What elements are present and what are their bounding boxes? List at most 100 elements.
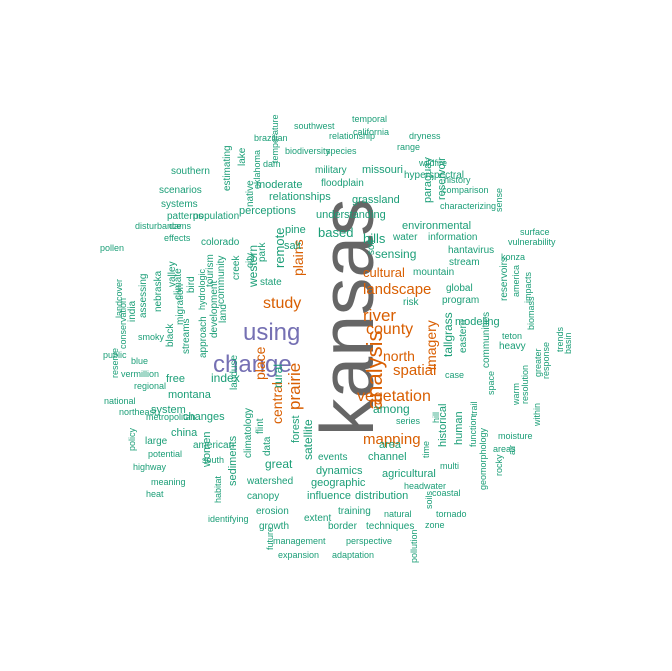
cloud-word: changes	[183, 411, 225, 423]
cloud-word: vegetation	[357, 388, 431, 405]
cloud-word: lake	[237, 147, 248, 166]
cloud-word: data	[262, 436, 273, 456]
cloud-word: vulnerability	[508, 237, 556, 247]
cloud-word: pollution	[409, 529, 419, 563]
cloud-word: military	[315, 165, 347, 176]
cloud-word: techniques	[366, 521, 415, 532]
cloud-word: using	[243, 319, 301, 346]
cloud-word: salt	[284, 240, 302, 252]
cloud-word: mapping	[363, 431, 421, 448]
cloud-word: konza	[501, 252, 526, 262]
cloud-word: park	[257, 242, 268, 262]
cloud-word: sensing	[375, 247, 417, 261]
cloud-word: history	[444, 175, 471, 185]
cloud-word: america	[511, 264, 521, 297]
cloud-word: hydrologic	[197, 268, 207, 310]
cloud-word: scenarios	[159, 185, 202, 196]
cloud-word: comparison	[442, 185, 489, 195]
cloud-word: expansion	[278, 550, 320, 560]
cloud-word: mountain	[413, 267, 455, 278]
cloud-word: central	[269, 381, 285, 424]
cloud-word: perspective	[346, 536, 393, 546]
cloud-word: metropolitan	[146, 412, 196, 422]
cloud-word: streams	[181, 318, 192, 354]
cloud-word: public	[103, 350, 127, 360]
cloud-word: historical	[437, 403, 449, 447]
cloud-word: information	[428, 232, 478, 243]
cloud-word: south	[202, 455, 225, 465]
cloud-word: growth	[259, 521, 290, 532]
cloud-word: approach	[198, 316, 209, 358]
cloud-word: heat	[146, 489, 164, 499]
cloud-word: function	[468, 415, 478, 447]
cloud-word: relationship	[329, 131, 376, 141]
cloud-word: nebraska	[153, 270, 164, 312]
cloud-word: prairie	[285, 362, 304, 410]
cloud-word: case	[445, 370, 465, 380]
cloud-word: patterns	[167, 211, 204, 222]
cloud-word: agricultural	[382, 468, 436, 480]
cloud-word: species	[326, 146, 357, 156]
cloud-word: space	[486, 370, 496, 395]
cloud-word: northeast	[119, 407, 157, 417]
cloud-word: great	[265, 457, 293, 471]
cloud-word: free	[166, 373, 185, 385]
cloud-word: heavy	[499, 341, 526, 352]
cloud-word: smoky	[138, 332, 165, 342]
cloud-word: regional	[134, 381, 167, 391]
cloud-word: system	[151, 404, 186, 416]
cloud-word: channel	[368, 451, 407, 463]
cloud-word: adaptation	[332, 550, 375, 560]
cloud-word: water	[393, 232, 418, 243]
cloud-word: women	[201, 431, 213, 467]
cloud-word: india	[127, 300, 138, 322]
cloud-word: hantavirus	[448, 245, 495, 256]
cloud-word: geomorphology	[478, 427, 488, 490]
cloud-word: creek	[231, 255, 242, 280]
cloud-word: training	[338, 506, 371, 517]
cloud-word: zone	[425, 520, 445, 530]
cloud-word: county	[366, 321, 414, 338]
cloud-word: forest	[290, 415, 302, 443]
cloud-word: reservoirs	[499, 257, 510, 301]
cloud-word: coastal	[432, 488, 461, 498]
cloud-word: floodplain	[321, 178, 364, 189]
cloud-word: land	[218, 304, 229, 323]
cloud-word: missouri	[362, 164, 403, 176]
cloud-word: natural	[384, 509, 412, 519]
cloud-word: american	[193, 440, 235, 451]
cloud-word: conservation	[118, 297, 128, 349]
cloud-word: erosion	[256, 506, 289, 517]
cloud-word: bird	[186, 276, 197, 293]
cloud-word: montana	[168, 389, 211, 401]
cloud-word: response	[541, 341, 551, 379]
cloud-word: black	[165, 323, 176, 347]
cloud-word: events	[318, 452, 348, 463]
cloud-word: meaning	[151, 477, 186, 487]
cloud-word: development	[209, 280, 220, 338]
cloud-word: identifying	[208, 514, 249, 524]
cloud-word: moderate	[256, 179, 303, 191]
cloud-word: influence	[307, 490, 352, 502]
cloud-word: pollen	[100, 243, 125, 253]
cloud-word: global	[446, 283, 473, 294]
cloud-word: colorado	[201, 237, 240, 248]
cloud-word: watershed	[247, 476, 294, 487]
cloud-word: highway	[133, 462, 167, 472]
cloud-word: place	[252, 346, 268, 380]
cloud-word: resolution	[520, 364, 530, 404]
cloud-word: north	[383, 348, 415, 364]
cloud-word: tallgrass	[441, 312, 455, 357]
cloud-word: dryness	[409, 131, 441, 141]
cloud-word: modeling	[455, 316, 500, 328]
cloud-word: study	[263, 295, 302, 312]
cloud-word: sediments	[227, 435, 239, 486]
cloud-word: multi	[440, 461, 460, 471]
cloud-word: pine	[285, 224, 306, 236]
cloud-word: trail	[469, 401, 479, 416]
cloud-word: perceptions	[239, 205, 296, 217]
cloud-word: large	[145, 436, 168, 447]
cloud-word: river	[363, 306, 397, 325]
cloud-word: management	[273, 536, 326, 546]
